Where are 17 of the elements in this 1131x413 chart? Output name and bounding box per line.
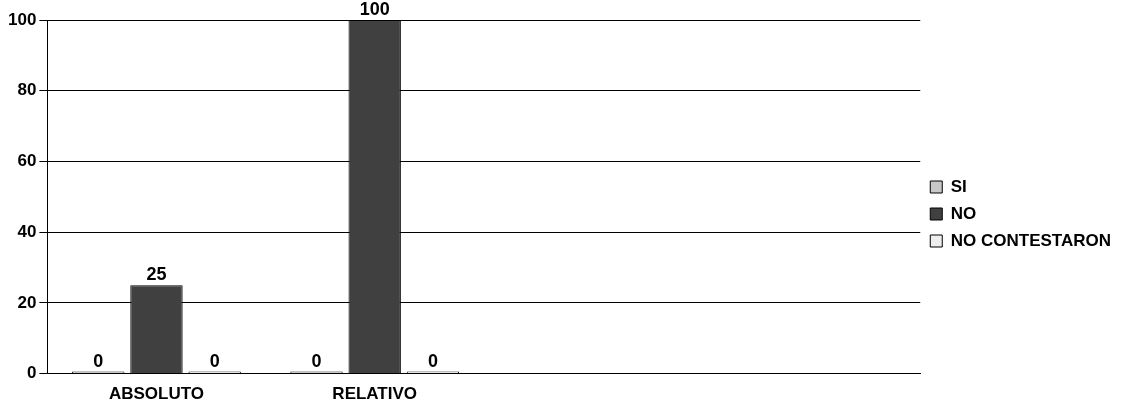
legend-label: NO <box>950 203 977 223</box>
data-label: 0 <box>93 350 104 371</box>
legend-label: NO CONTESTARON <box>950 230 1112 250</box>
data-label: 25 <box>146 264 167 285</box>
x-tick-label: RELATIVO <box>332 384 418 404</box>
data-label: 0 <box>209 350 220 371</box>
y-tick-label: 80 <box>17 80 37 100</box>
y-tick-label: 0 <box>26 363 37 383</box>
data-label: 0 <box>311 350 322 371</box>
y-tick-label: 40 <box>17 221 37 241</box>
x-tick-label: ABSOLUTO <box>108 384 205 404</box>
data-label: 0 <box>427 350 438 371</box>
y-tick-label: 60 <box>17 151 37 171</box>
y-tick-label: 100 <box>7 9 37 29</box>
data-label: 100 <box>359 0 390 19</box>
y-tick-label: 20 <box>17 292 37 312</box>
legend-label: SI <box>950 176 967 196</box>
